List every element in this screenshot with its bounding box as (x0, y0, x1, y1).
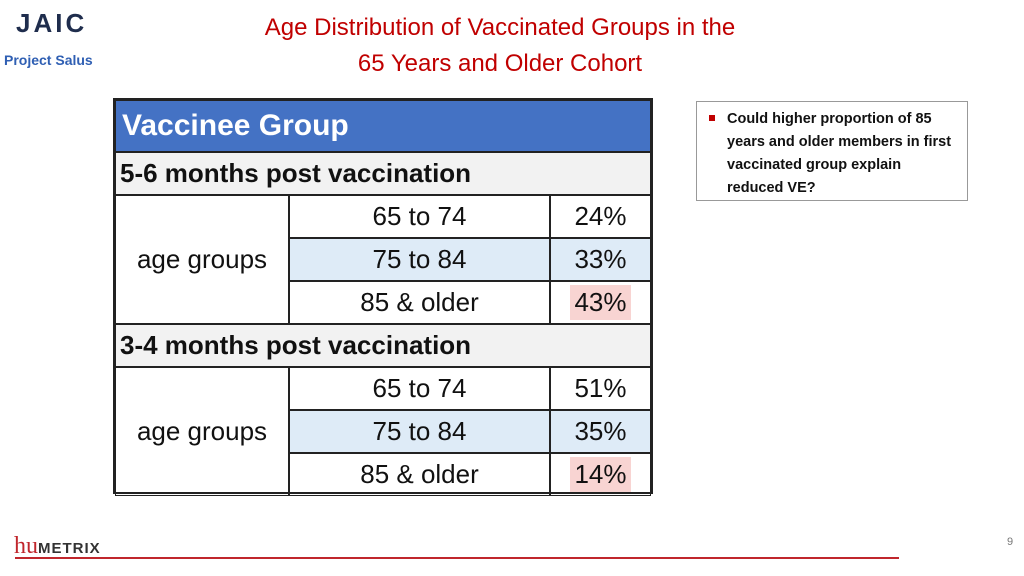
bullet (709, 115, 715, 121)
percent: 33% (574, 244, 627, 274)
percent-cell: 43% (550, 281, 651, 324)
age-range: 65 to 74 (289, 367, 550, 410)
percent: 35% (574, 416, 627, 446)
table: Vaccinee Group 5-6 months post vaccinatio… (113, 98, 653, 496)
footer-brand: huMETRIX (14, 533, 101, 560)
title: Age Distribution of Vaccinated Groups in… (150, 10, 850, 82)
age-range: 85 & older (289, 281, 550, 324)
percent: 14% (570, 457, 631, 492)
age-range: 85 & older (289, 453, 550, 496)
section-label: 3-4 months post vaccination (115, 324, 651, 367)
age-range: 75 to 84 (289, 410, 550, 453)
age-range: 65 to 74 (289, 195, 550, 238)
percent-cell: 51% (550, 367, 651, 410)
footer-rule (15, 557, 899, 559)
callout-text: Could higher proportion of 85 years and … (727, 111, 952, 196)
row-label: age groups (115, 195, 289, 324)
percent: 24% (574, 201, 627, 231)
callout: Could higher proportion of 85 years and … (696, 101, 968, 201)
percent: 43% (570, 285, 631, 320)
percent: 51% (574, 373, 627, 403)
logo: JAIC (16, 8, 88, 38)
page-number: 9 (1007, 536, 1014, 548)
logo-caption: Project Salus (4, 52, 93, 68)
percent-cell: 35% (550, 410, 651, 453)
row-label: age groups (115, 367, 289, 496)
percent-cell: 24% (550, 195, 651, 238)
title-line: 65 Years and Older Cohort (357, 50, 643, 77)
brand-suffix: METRIX (38, 540, 101, 557)
percent-cell: 14% (550, 453, 651, 496)
brand-prefix: hu (14, 533, 38, 559)
age-range: 75 to 84 (289, 238, 550, 281)
section-label: 5-6 months post vaccination (115, 152, 651, 195)
percent-cell: 33% (550, 238, 651, 281)
table-header: Vaccinee Group (115, 100, 651, 152)
title-line: Age Distribution of Vaccinated Groups in… (264, 14, 736, 41)
